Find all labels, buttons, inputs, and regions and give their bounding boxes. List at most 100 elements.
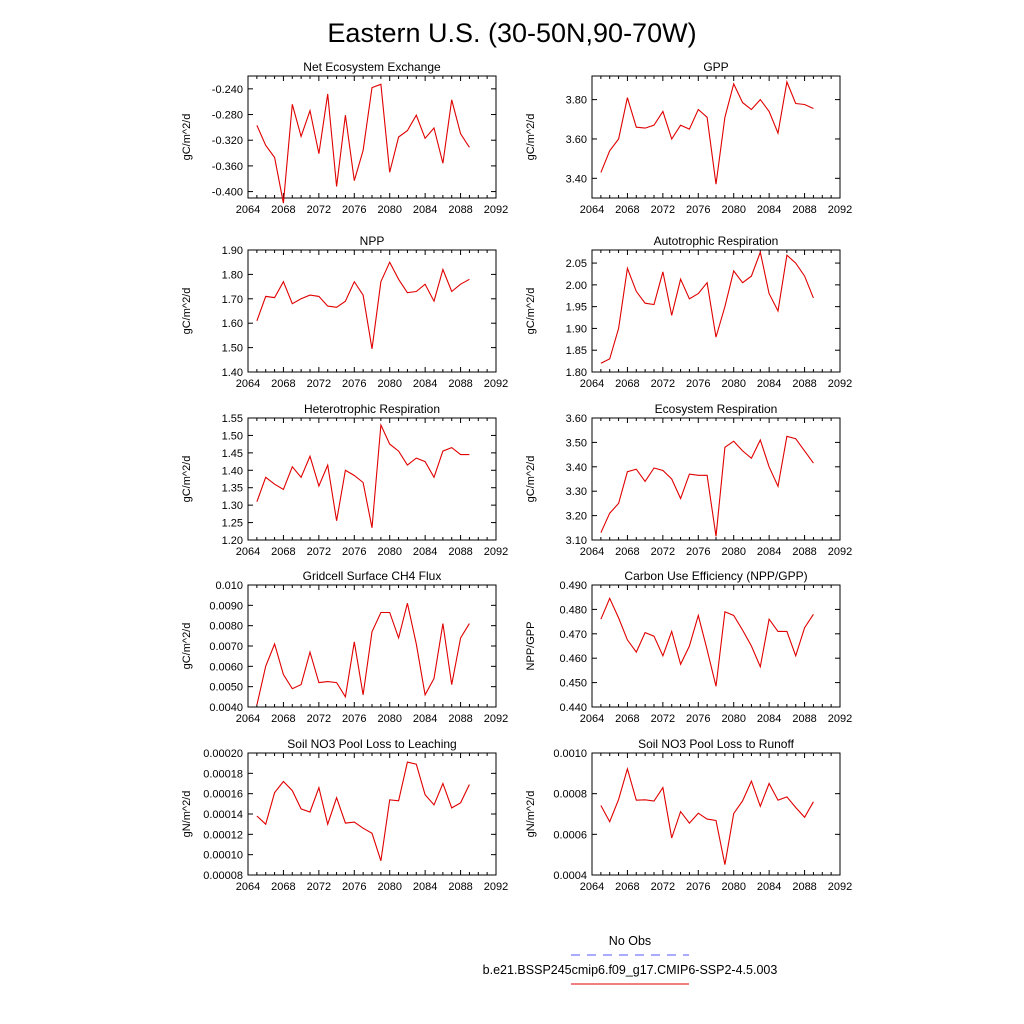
x-tick-label: 2064 [580,546,604,558]
x-tick-label: 2072 [651,378,675,390]
x-tick-label: 2068 [271,881,295,893]
x-tick-label: 2084 [413,881,437,893]
x-tick-label: 2072 [307,713,331,725]
y-tick-label: 1.90 [566,323,587,335]
y-tick-label: 3.30 [566,486,587,498]
x-tick-label: 2084 [413,546,437,558]
y-tick-label: 1.50 [222,343,243,355]
y-tick-label: -0.400 [212,187,243,199]
y-tick-label: 1.35 [222,483,243,495]
y-tick-label: 0.0070 [209,641,243,653]
x-tick-label: 2076 [686,881,710,893]
x-tick-label: 2080 [377,378,401,390]
x-tick-label: 2084 [757,204,781,216]
x-tick-label: 2072 [651,881,675,893]
x-tick-label: 2076 [686,378,710,390]
plot-frame [591,417,841,541]
plot-frame [591,75,841,199]
y-tick-label: 3.60 [566,413,587,425]
y-tick-label: 0.00012 [203,829,243,841]
y-tick-label: 1.85 [566,345,587,357]
x-tick-label: 2088 [792,881,816,893]
panel-title: Soil NO3 Pool Loss to Leaching [287,737,456,751]
x-tick-label: 2072 [651,204,675,216]
x-tick-label: 2088 [448,546,472,558]
y-tick-label: 0.00010 [203,850,243,862]
chart-panel: Gridcell Surface CH4 Flux 2064 2068 2072 207… [181,569,508,725]
y-tick-label: 1.60 [222,318,243,330]
panel-title: Heterotrophic Respiration [304,402,440,416]
x-tick-label: 2088 [792,378,816,390]
y-tick-label: -0.240 [212,84,243,96]
y-tick-label: 1.40 [222,367,243,379]
x-tick-label: 2068 [615,378,639,390]
x-tick-label: 2092 [828,546,852,558]
series-line [600,250,814,364]
x-tick-label: 2064 [236,204,260,216]
y-tick-label: 0.490 [559,580,587,592]
x-tick-label: 2080 [377,204,401,216]
y-tick-label: 0.010 [215,580,243,592]
chart-panel: GPP 2064 2068 2072 2076 2080 2084 2088 2092 3.80 3… [525,60,852,216]
y-tick-label: 1.40 [222,465,243,477]
x-tick-label: 2068 [271,204,295,216]
x-tick-label: 2072 [307,881,331,893]
y-axis-label: gC/m^2/d [525,288,537,335]
y-tick-label: 0.450 [559,678,587,690]
x-tick-label: 2092 [828,204,852,216]
x-tick-label: 2068 [615,204,639,216]
y-tick-label: 1.50 [222,430,243,442]
x-tick-label: 2064 [580,713,604,725]
y-tick-label: 1.80 [566,367,587,379]
y-tick-label: 0.0006 [553,829,587,841]
panel-title: Net Ecosystem Exchange [303,60,441,74]
x-tick-label: 2092 [828,713,852,725]
chart-panel: Carbon Use Efficiency (NPP/GPP) 2064 2068 2… [525,569,852,725]
y-axis-label: gC/m^2/d [181,288,193,335]
x-tick-label: 2072 [307,378,331,390]
legend: No Obs b.e21.BSSP245cmip6.f09_g17.CMIP6-… [483,934,778,985]
y-tick-label: 2.05 [566,258,587,270]
chart-panel: Autotrophic Respiration 2064 2068 2072 2076 2… [525,234,852,390]
x-tick-label: 2088 [448,378,472,390]
chart-panel: Soil NO3 Pool Loss to Runoff 2064 2068 2072… [525,737,852,893]
legend-label-model-run: b.e21.BSSP245cmip6.f09_g17.CMIP6-SSP2-4.… [483,963,778,977]
y-tick-label: 0.0080 [209,621,243,633]
y-tick-label: 0.0040 [209,702,243,714]
y-axis-label: gN/m^2/d [525,791,537,838]
plot-frame [591,752,841,876]
y-tick-label: 0.480 [559,604,587,616]
x-tick-label: 2092 [828,881,852,893]
x-tick-label: 2080 [721,881,745,893]
y-tick-label: 1.45 [222,448,243,460]
x-tick-label: 2088 [448,881,472,893]
x-tick-label: 2088 [792,204,816,216]
plot-frame [591,249,841,373]
x-tick-label: 2068 [271,378,295,390]
y-tick-label: 0.0090 [209,600,243,612]
y-tick-label: 1.30 [222,500,243,512]
x-tick-label: 2064 [236,713,260,725]
x-tick-label: 2076 [342,378,366,390]
x-tick-label: 2084 [413,378,437,390]
y-tick-label: 0.0050 [209,682,243,694]
y-tick-label: 0.440 [559,702,587,714]
figure-title: Eastern U.S. (30-50N,90-70W) [327,18,696,48]
panel-title: NPP [360,234,385,248]
x-tick-label: 2076 [342,881,366,893]
y-tick-label: 3.60 [566,134,587,146]
panel-title: Carbon Use Efficiency (NPP/GPP) [624,569,807,583]
x-tick-label: 2076 [686,204,710,216]
y-tick-label: 0.470 [559,629,587,641]
x-tick-label: 2088 [448,713,472,725]
x-tick-label: 2092 [484,378,508,390]
y-tick-label: -0.280 [212,110,243,122]
x-tick-label: 2072 [651,713,675,725]
y-axis-label: NPP/GPP [525,622,537,671]
y-tick-label: 3.50 [566,437,587,449]
chart-panel: Heterotrophic Respiration 2064 2068 2072 207… [181,402,508,558]
x-tick-label: 2064 [580,881,604,893]
y-tick-label: 1.25 [222,518,243,530]
x-tick-label: 2064 [236,881,260,893]
x-tick-label: 2084 [757,713,781,725]
